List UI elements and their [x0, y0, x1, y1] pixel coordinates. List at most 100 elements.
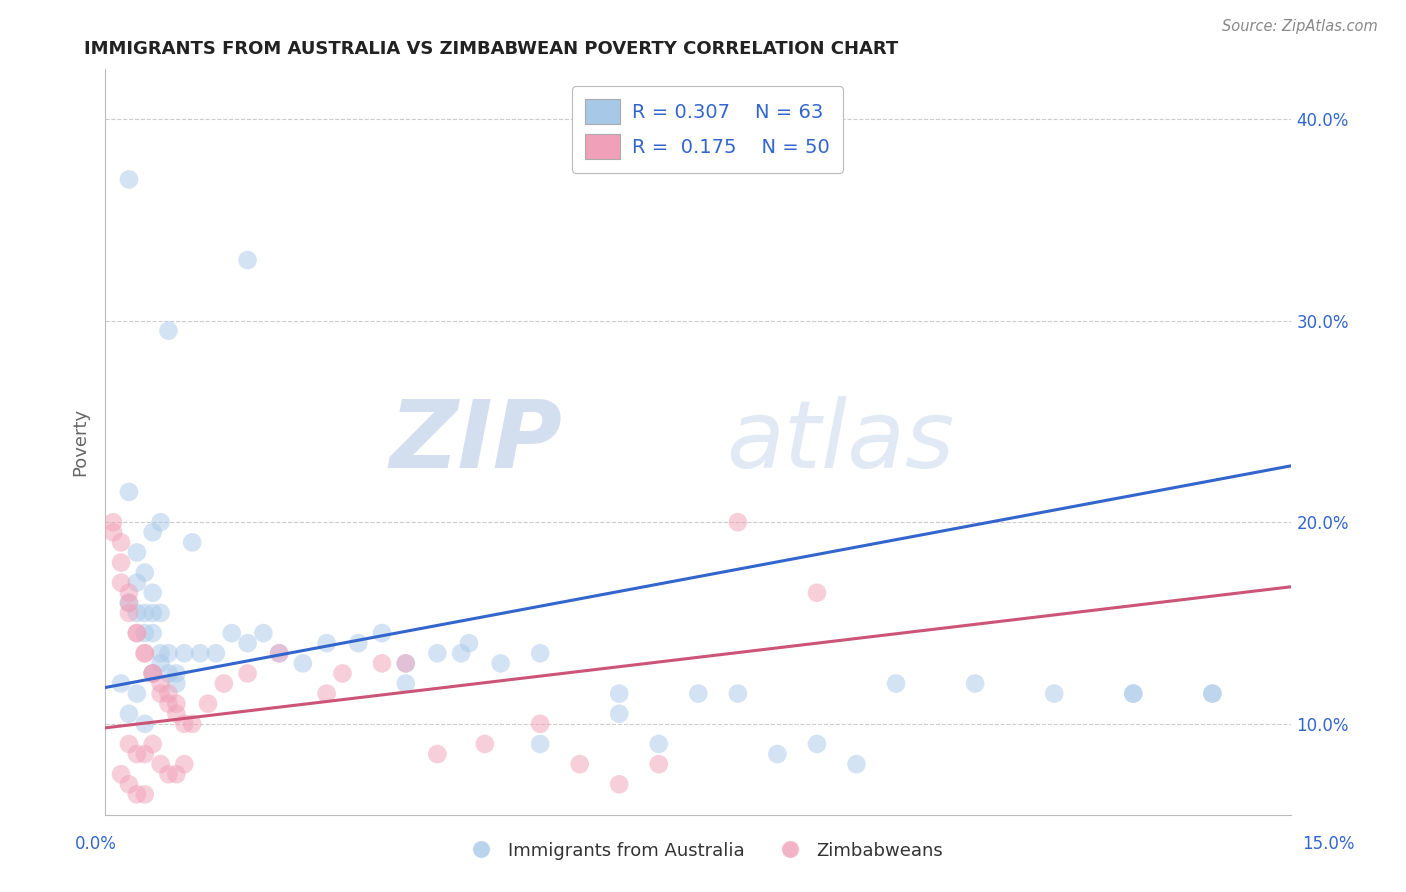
Point: [149, 676, 172, 690]
Point: [395, 657, 418, 671]
Point: [134, 747, 156, 761]
Point: [157, 697, 180, 711]
Text: IMMIGRANTS FROM AUSTRALIA VS ZIMBABWEAN POVERTY CORRELATION CHART: IMMIGRANTS FROM AUSTRALIA VS ZIMBABWEAN …: [84, 40, 898, 58]
Point: [125, 545, 148, 559]
Point: [110, 535, 132, 549]
Point: [347, 636, 370, 650]
Point: [142, 666, 165, 681]
Text: 15.0%: 15.0%: [1302, 835, 1355, 853]
Y-axis label: Poverty: Poverty: [72, 408, 89, 475]
Point: [371, 657, 394, 671]
Point: [142, 606, 165, 620]
Point: [1201, 687, 1223, 701]
Point: [1122, 687, 1144, 701]
Point: [118, 596, 141, 610]
Point: [188, 646, 211, 660]
Point: [142, 737, 165, 751]
Point: [118, 737, 141, 751]
Point: [149, 687, 172, 701]
Point: [125, 606, 148, 620]
Point: [648, 737, 671, 751]
Point: [395, 657, 418, 671]
Point: [110, 676, 132, 690]
Point: [118, 706, 141, 721]
Point: [165, 666, 187, 681]
Point: [607, 706, 630, 721]
Point: [450, 646, 472, 660]
Point: [315, 687, 337, 701]
Legend: R = 0.307    N = 63, R =  0.175    N = 50: R = 0.307 N = 63, R = 0.175 N = 50: [572, 86, 844, 173]
Point: [125, 788, 148, 802]
Point: [845, 757, 868, 772]
Point: [766, 747, 789, 761]
Point: [607, 687, 630, 701]
Point: [165, 767, 187, 781]
Point: [125, 687, 148, 701]
Point: [1122, 687, 1144, 701]
Point: [212, 676, 235, 690]
Point: [149, 606, 172, 620]
Point: [125, 626, 148, 640]
Point: [727, 515, 749, 529]
Text: ZIP: ZIP: [389, 395, 562, 488]
Text: Source: ZipAtlas.com: Source: ZipAtlas.com: [1222, 20, 1378, 34]
Point: [426, 747, 449, 761]
Point: [118, 485, 141, 500]
Point: [236, 253, 259, 268]
Point: [1201, 687, 1223, 701]
Point: [101, 515, 124, 529]
Point: [727, 687, 749, 701]
Point: [371, 626, 394, 640]
Point: [806, 737, 828, 751]
Point: [291, 657, 314, 671]
Point: [134, 646, 156, 660]
Point: [474, 737, 496, 751]
Point: [607, 777, 630, 791]
Point: [118, 777, 141, 791]
Point: [205, 646, 228, 660]
Text: atlas: atlas: [727, 396, 955, 487]
Point: [269, 646, 291, 660]
Legend: Immigrants from Australia, Zimbabweans: Immigrants from Australia, Zimbabweans: [456, 835, 950, 867]
Point: [173, 716, 195, 731]
Point: [118, 172, 141, 186]
Point: [125, 626, 148, 640]
Point: [332, 666, 354, 681]
Point: [101, 525, 124, 540]
Point: [125, 575, 148, 590]
Point: [884, 676, 907, 690]
Point: [149, 515, 172, 529]
Point: [173, 757, 195, 772]
Point: [688, 687, 710, 701]
Point: [142, 666, 165, 681]
Text: 0.0%: 0.0%: [75, 835, 117, 853]
Point: [142, 666, 165, 681]
Point: [142, 586, 165, 600]
Point: [149, 757, 172, 772]
Point: [489, 657, 512, 671]
Point: [395, 676, 418, 690]
Point: [236, 666, 259, 681]
Point: [181, 535, 204, 549]
Point: [221, 626, 243, 640]
Point: [118, 596, 141, 610]
Point: [134, 606, 156, 620]
Point: [568, 757, 591, 772]
Point: [149, 646, 172, 660]
Point: [197, 697, 219, 711]
Point: [315, 636, 337, 650]
Point: [149, 657, 172, 671]
Point: [134, 716, 156, 731]
Point: [142, 525, 165, 540]
Point: [252, 626, 274, 640]
Point: [165, 697, 187, 711]
Point: [806, 586, 828, 600]
Point: [142, 626, 165, 640]
Point: [157, 666, 180, 681]
Point: [165, 706, 187, 721]
Point: [173, 646, 195, 660]
Point: [118, 586, 141, 600]
Point: [236, 636, 259, 650]
Point: [529, 646, 551, 660]
Point: [529, 737, 551, 751]
